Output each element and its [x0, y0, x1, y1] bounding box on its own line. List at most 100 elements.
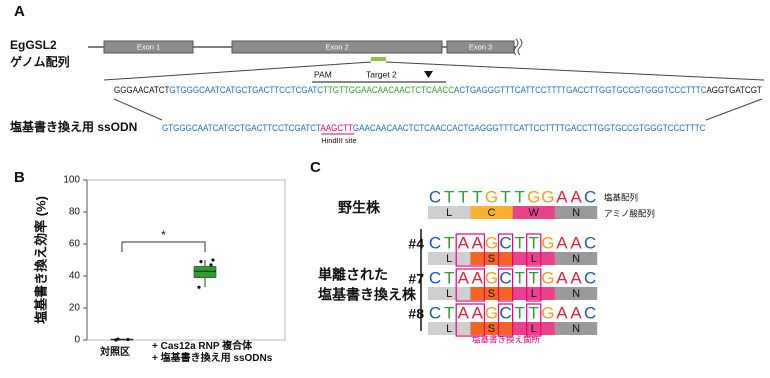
- y-tick-label: 0: [74, 335, 80, 346]
- base: T: [514, 303, 524, 322]
- amino-acid-block: [470, 252, 513, 265]
- amino-acid: C: [487, 207, 495, 219]
- amino-acid-block: [554, 287, 598, 300]
- amino-acid: W: [529, 207, 540, 219]
- amino-acid-label: アミノ酸配列: [604, 208, 655, 218]
- exon: [231, 40, 443, 54]
- base: A: [458, 303, 470, 322]
- base: G: [485, 233, 498, 252]
- amino-acid-block: [512, 252, 555, 265]
- strain-name: #7: [408, 271, 424, 287]
- align-line: [113, 98, 163, 121]
- base: A: [556, 303, 568, 322]
- data-point: [209, 263, 213, 267]
- y-axis-label: 塩基書き換え効率 (%): [33, 196, 48, 324]
- base: G: [541, 233, 554, 252]
- amino-acid-block: [512, 322, 555, 335]
- base: G: [485, 187, 498, 206]
- base: T: [444, 233, 454, 252]
- base: G: [541, 303, 554, 322]
- base: A: [570, 233, 582, 252]
- data-point: [199, 260, 203, 264]
- significance-bracket: [121, 241, 206, 252]
- x-tick-label: + Cas12a RNP 複合体 + 塩基書き換え用 ssODNs: [152, 341, 273, 364]
- exon-label: Exon 2: [325, 42, 348, 51]
- y-tick-label: 20: [69, 303, 81, 314]
- target-label: Target 2: [366, 69, 397, 79]
- wild-label: 野生株: [338, 200, 381, 216]
- pam-label: PAM: [314, 69, 332, 79]
- amino-acid: L: [446, 323, 452, 335]
- base: A: [556, 233, 568, 252]
- data-point: [211, 258, 215, 262]
- base: A: [556, 268, 568, 287]
- amino-acid: L: [446, 288, 452, 300]
- amino-acid: N: [572, 323, 580, 335]
- base: A: [570, 268, 582, 287]
- base: T: [514, 187, 524, 206]
- edit-box: [497, 233, 514, 267]
- sequence-label: 塩基配列: [604, 192, 638, 202]
- base: A: [472, 303, 484, 322]
- amino-acid: N: [572, 207, 580, 219]
- data-point: [197, 285, 201, 289]
- base: G: [485, 303, 498, 322]
- cut-site: [424, 71, 433, 78]
- exon: [103, 40, 194, 54]
- amino-acid-block: [428, 322, 471, 335]
- genome-sequence: GGGAACATCTGTGGGCAATCATGCTGACTTCCTCGATCTT…: [114, 85, 762, 96]
- amino-acid-block: [470, 322, 513, 335]
- mutant-label: 単離された: [318, 267, 388, 283]
- amino-acid-block: [428, 252, 471, 265]
- base: G: [541, 187, 554, 206]
- sequence-segment: ACTGAGGGTTTCATTCCTTTTGACCTTGGTGCCGTGGGTC…: [454, 85, 707, 96]
- base: C: [429, 233, 441, 252]
- amino-acid-block: [512, 287, 555, 300]
- amino-acid: S: [488, 323, 495, 335]
- base: C: [429, 303, 441, 322]
- y-tick-label: 100: [63, 175, 80, 186]
- amino-acid-block: [554, 206, 598, 219]
- sequence-segment: TTGTTGGAACAACAACTCTCAACC: [323, 85, 454, 96]
- align-line: [705, 98, 763, 121]
- y-tick-label: 60: [69, 239, 81, 250]
- base: T: [500, 187, 510, 206]
- edit-box: [497, 268, 514, 302]
- base: A: [458, 233, 470, 252]
- plot-frame: [86, 179, 286, 341]
- base: T: [472, 187, 482, 206]
- base: C: [584, 187, 596, 206]
- base: C: [584, 233, 596, 252]
- base: G: [485, 268, 498, 287]
- base: T: [529, 303, 539, 322]
- ssodn-sequence: GTGGGCAATCATGCTGACTTCCTCGATCTAAGCTTGAACA…: [162, 123, 706, 134]
- amino-acid-block: [554, 322, 598, 335]
- base: T: [514, 233, 524, 252]
- base: T: [514, 268, 524, 287]
- base: A: [472, 233, 484, 252]
- base: A: [570, 303, 582, 322]
- amino-acid-block: [470, 287, 513, 300]
- base: A: [472, 268, 484, 287]
- amino-acid-block: [428, 287, 471, 300]
- zoom-line: [103, 61, 372, 81]
- base: T: [529, 268, 539, 287]
- edit-box: [455, 268, 486, 302]
- amino-acid: L: [531, 288, 537, 300]
- edit-box: [497, 303, 514, 337]
- exon-label: Exon 3: [469, 42, 492, 51]
- amino-acid: L: [446, 207, 452, 219]
- panel-label: C: [310, 159, 321, 176]
- base: C: [499, 303, 511, 322]
- base: T: [444, 187, 454, 206]
- zoom-line: [385, 61, 765, 81]
- base: T: [444, 268, 454, 287]
- base: A: [556, 187, 568, 206]
- edit-box: [455, 233, 486, 267]
- amino-acid: N: [572, 288, 580, 300]
- base: T: [444, 303, 454, 322]
- base: T: [529, 233, 539, 252]
- data-point: [126, 337, 130, 342]
